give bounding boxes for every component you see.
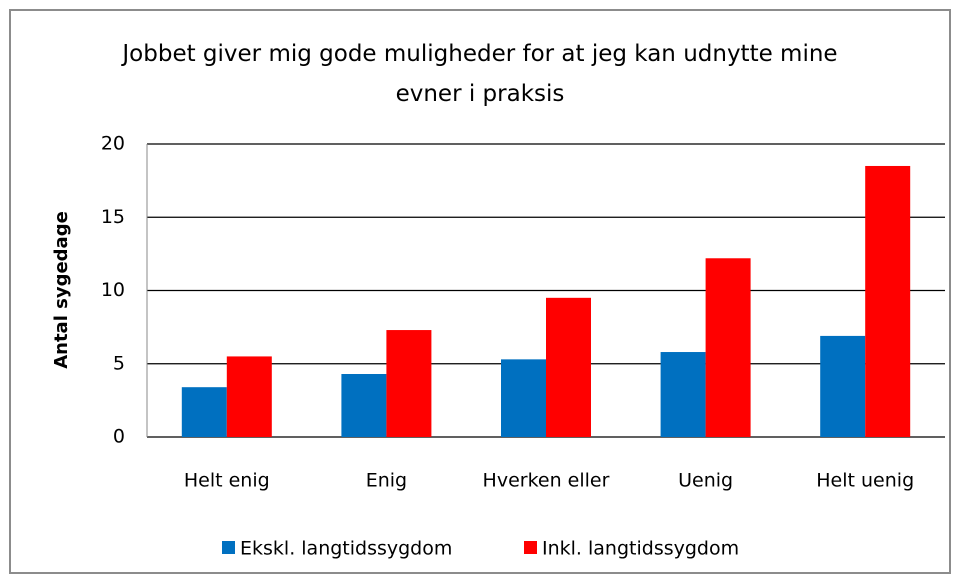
bar [546,297,591,437]
x-tick-label: Helt uenig [816,470,914,492]
bar [341,374,387,437]
y-tick-label: 5 [113,352,125,374]
legend-swatch [524,541,537,554]
bar [865,165,911,437]
bar [226,356,272,437]
x-tick-label: Hverken eller [483,470,610,492]
legend-label: Inkl. langtidssygdom [542,538,739,560]
bar [660,352,706,437]
bar [705,258,751,437]
y-tick-label: 10 [101,279,125,301]
legend-swatch [222,541,235,554]
legend-label: Ekskl. langtidssygdom [240,538,452,560]
chart-border [9,9,951,574]
y-tick-label: 0 [113,426,125,448]
x-tick-label: Enig [366,470,407,492]
bar [501,359,546,437]
x-tick-label: Uenig [678,470,733,492]
y-tick-label: 15 [101,206,125,228]
bar [820,335,866,437]
y-tick-label: 20 [101,133,125,155]
y-axis-label: Antal sygedage [51,211,72,369]
x-tick-label: Helt enig [184,470,270,492]
chart-title: Jobbet giver mig gode muligheder for at … [122,41,838,107]
bar [181,387,227,437]
bar [386,330,432,437]
